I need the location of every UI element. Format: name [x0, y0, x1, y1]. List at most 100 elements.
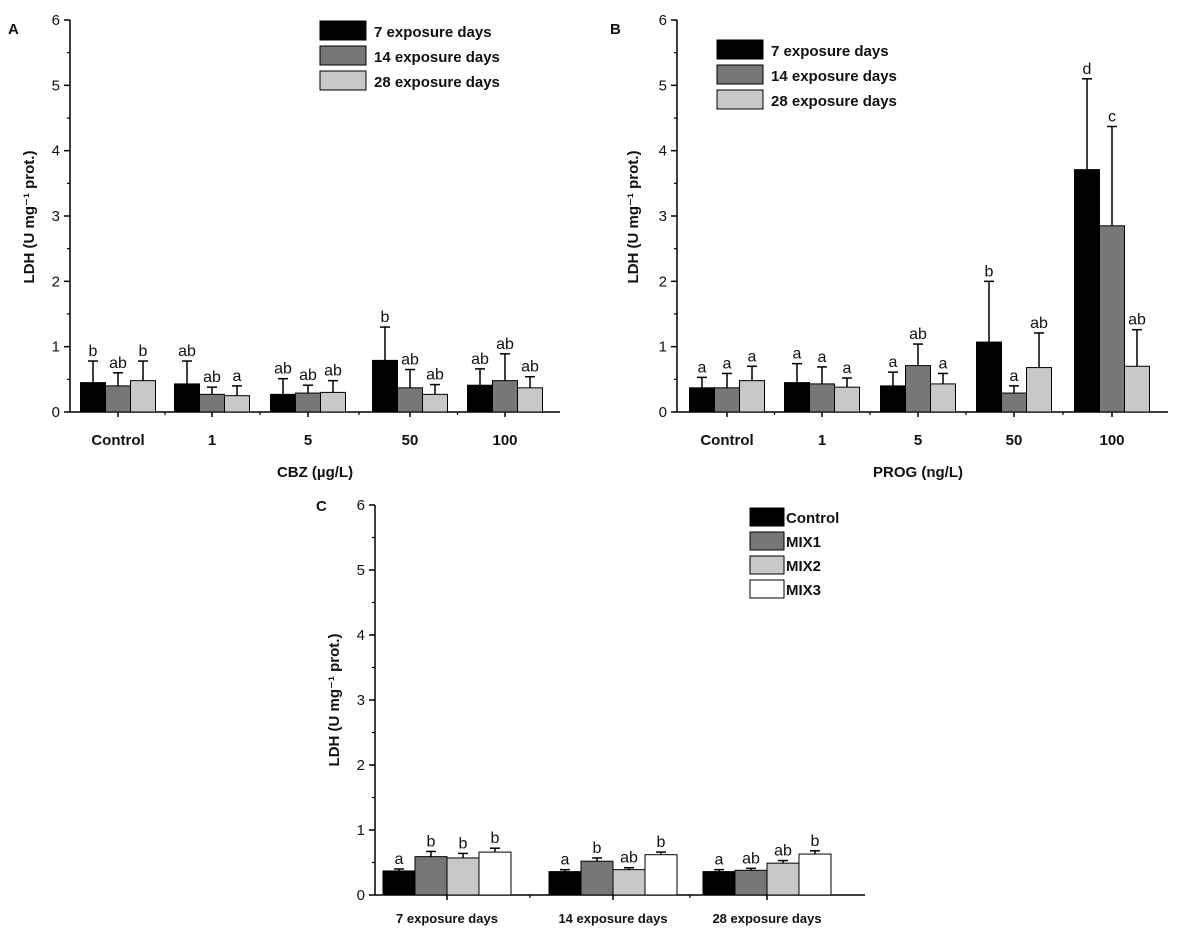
- panel-a-legend-swatch: [319, 70, 367, 91]
- panel-b-bar: [809, 383, 835, 413]
- panel-b-x-tick-label: 5: [914, 432, 922, 449]
- panel-c-significance-letter: b: [593, 840, 602, 857]
- panel-a-significance-letter: ab: [274, 361, 292, 378]
- panel-b-significance-letter: d: [1083, 61, 1092, 78]
- panel-c-x-tick-label: 28 exposure days: [712, 911, 821, 926]
- panel-a-y-tick-label: 5: [52, 77, 60, 94]
- panel-b-legend-swatch: [716, 64, 764, 85]
- panel-c-significance-letter: b: [459, 835, 468, 852]
- panel-b-legend-label: 28 exposure days: [771, 93, 897, 110]
- panel-c-significance-letter: b: [811, 833, 820, 850]
- panel-a-significance-letter: ab: [299, 367, 317, 384]
- panel-a-x-tick-label: Control: [91, 432, 144, 449]
- panel-a-x-tick-label: 50: [402, 432, 419, 449]
- panel-c-x-tick-label: 7 exposure days: [396, 911, 498, 926]
- panel-a-legend-label: 7 exposure days: [374, 24, 492, 41]
- panel-b-bar: [930, 383, 956, 413]
- panel-b-bar: [880, 385, 906, 413]
- panel-c-bar: [446, 857, 480, 896]
- panel-b-legend-label: 7 exposure days: [771, 43, 889, 60]
- panel-b-significance-letter: c: [1108, 108, 1116, 125]
- panel-b-significance-letter: a: [1010, 368, 1019, 385]
- panel-b-bar: [905, 365, 931, 413]
- panel-c-bar: [548, 871, 582, 896]
- panel-c-significance-letter: b: [657, 834, 666, 851]
- panel-a-bar: [270, 393, 296, 413]
- panel-b-significance-letter: ab: [1128, 312, 1146, 329]
- panel-c-significance-letter: a: [395, 851, 404, 868]
- panel-c-bar: [734, 869, 768, 896]
- panel-a-x-tick-label: 5: [304, 432, 312, 449]
- panel-b-legend-label: 14 exposure days: [771, 68, 897, 85]
- panel-b-bar: [689, 387, 715, 413]
- panel-b-significance-letter: ab: [909, 326, 927, 343]
- panel-c-y-axis-label: LDH (U mg⁻¹ prot.): [326, 634, 343, 767]
- panel-b-significance-letter: a: [818, 349, 827, 366]
- panel-c-legend-label: Control: [786, 510, 839, 527]
- panel-a-x-axis-label: CBZ (µg/L): [277, 464, 353, 481]
- panel-c-y-tick-label: 2: [357, 757, 365, 774]
- panel-b-x-axis-label: PROG (ng/L): [873, 464, 963, 481]
- panel-c-legend-swatch: [749, 507, 785, 527]
- panel-a-bar: [422, 393, 448, 413]
- panel-c-legend-swatch: [749, 579, 785, 599]
- panel-a-y-tick-label: 2: [52, 273, 60, 290]
- panel-a-y-axis-label: LDH (U mg⁻¹ prot.): [21, 151, 38, 284]
- panel-a-y-tick-label: 6: [52, 12, 60, 29]
- panel-a-significance-letter: ab: [471, 351, 489, 368]
- panel-a-bar: [199, 393, 225, 413]
- panel-a-bar: [295, 392, 321, 413]
- panel-a-bar: [517, 387, 543, 413]
- panel-b-bar: [739, 380, 765, 413]
- panel-b-bar: [1001, 392, 1027, 413]
- panel-a-significance-letter: ab: [496, 336, 514, 353]
- panel-a-y-tick-label: 0: [52, 404, 60, 421]
- panel-c-significance-letter: a: [715, 852, 724, 869]
- panel-c-legend-label: MIX2: [786, 558, 821, 575]
- panel-b-y-tick-label: 6: [659, 12, 667, 29]
- panel-b-y-tick-label: 1: [659, 339, 667, 356]
- panel-c-bar: [644, 854, 678, 896]
- panel-c-plot: 0 1 2 3 4 5 6 7 exposure days 14 exposure days 28…: [357, 497, 865, 926]
- panel-a-significance-letter: ab: [178, 343, 196, 360]
- panel-b-significance-letter: a: [843, 360, 852, 377]
- panel-a-bar: [80, 382, 106, 413]
- panel-a-significance-letter: b: [381, 309, 390, 326]
- panel-c-bar: [702, 871, 736, 896]
- panel-c-significance-letter: b: [427, 833, 436, 850]
- panel-c-y-tick-label: 6: [357, 497, 365, 514]
- panel-b-y-tick-label: 3: [659, 208, 667, 225]
- panel-b-x-tick-label: 100: [1099, 432, 1124, 449]
- panel-b-significance-letter: a: [748, 348, 757, 365]
- panel-a-y-tick-label: 4: [52, 143, 60, 160]
- panel-a-bar: [467, 384, 493, 413]
- panel-a-significance-letter: b: [139, 343, 148, 360]
- panel-c-y-tick-label: 4: [357, 627, 365, 644]
- panel-a-significance-letter: ab: [324, 363, 342, 380]
- panel-b-letter: B: [610, 21, 621, 38]
- panel-a-y-tick-label: 3: [52, 208, 60, 225]
- panel-b-bar: [834, 386, 860, 413]
- panel-a-letter: A: [8, 21, 19, 38]
- panel-c-significance-letter: ab: [620, 850, 638, 867]
- panel-b-y-axis-label: LDH (U mg⁻¹ prot.): [625, 151, 642, 284]
- panel-a-y-tick-label: 1: [52, 339, 60, 356]
- panel-a-bar: [320, 391, 346, 413]
- panel-b-y-tick-label: 0: [659, 404, 667, 421]
- panel-c-significance-letter: ab: [774, 843, 792, 860]
- panel-b-significance-letter: a: [889, 354, 898, 371]
- panel-a-legend-swatch: [319, 20, 367, 41]
- panel-b-significance-letter: b: [985, 263, 994, 280]
- panel-a-significance-letter: b: [89, 343, 98, 360]
- panel-c-legend-label: MIX1: [786, 534, 821, 551]
- panel-b-x-tick-label: Control: [700, 432, 753, 449]
- panel-a-bar: [224, 395, 250, 413]
- panel-c-bar: [798, 853, 832, 896]
- panel-a-significance-letter: ab: [521, 359, 539, 376]
- panel-b-legend-swatch: [716, 89, 764, 110]
- panel-a-legend-label: 28 exposure days: [374, 74, 500, 91]
- panel-c-legend-label: MIX3: [786, 582, 821, 599]
